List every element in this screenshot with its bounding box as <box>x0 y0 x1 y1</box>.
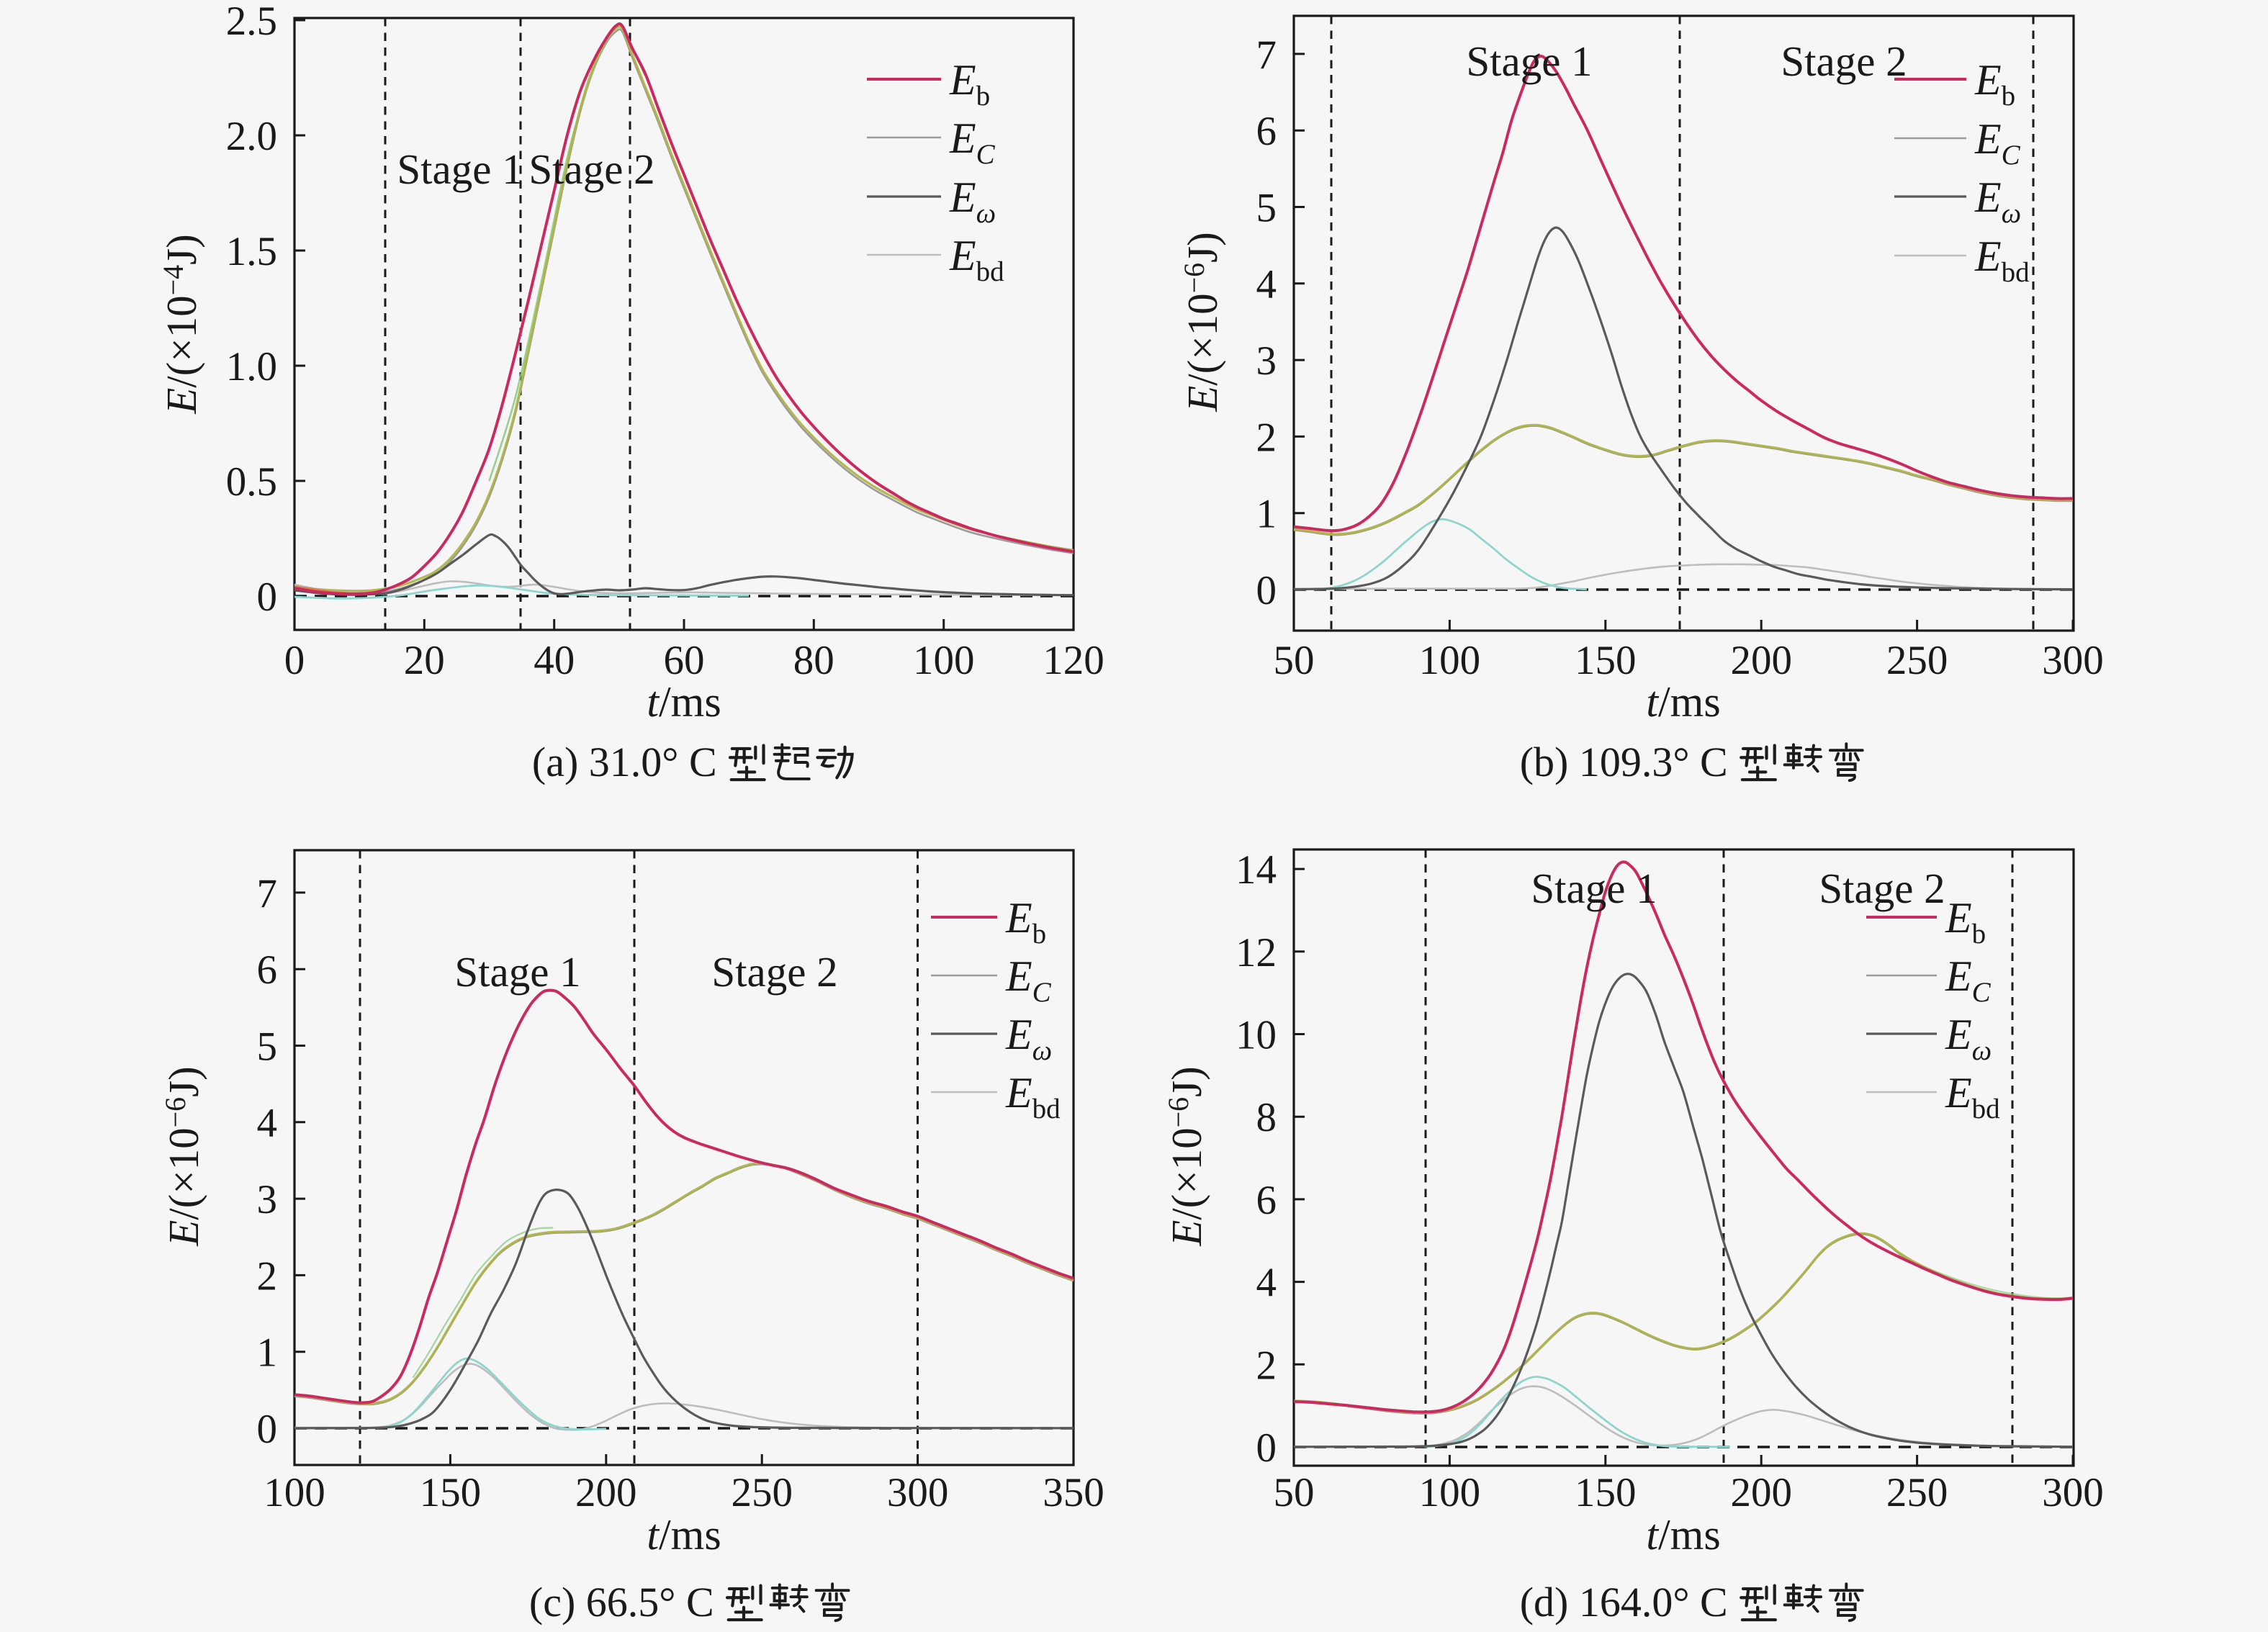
svg-text:250: 250 <box>731 1470 793 1515</box>
svg-text:50: 50 <box>1274 1470 1315 1515</box>
svg-text:5: 5 <box>257 1024 278 1070</box>
svg-text:100: 100 <box>264 1470 325 1515</box>
svg-text:E/(×10−6J): E/(×10−6J) <box>159 1066 207 1247</box>
svg-text:2: 2 <box>257 1253 278 1299</box>
svg-text:120: 120 <box>1043 638 1104 683</box>
svg-text:6: 6 <box>1256 1178 1277 1223</box>
svg-text:Stage 1: Stage 1 <box>397 145 523 193</box>
svg-text:Stage 1: Stage 1 <box>454 948 580 996</box>
svg-text:Eω: Eω <box>949 173 996 229</box>
svg-text:6: 6 <box>257 947 278 993</box>
svg-text:(c) 66.5° C: (c) 66.5° C <box>529 1579 714 1626</box>
svg-text:200: 200 <box>575 1470 637 1515</box>
svg-text:E/(×10−4J): E/(×10−4J) <box>157 234 205 415</box>
svg-text:2: 2 <box>1256 415 1277 460</box>
svg-text:t/ms: t/ms <box>1646 678 1720 726</box>
svg-text:2.0: 2.0 <box>226 114 277 159</box>
svg-text:1: 1 <box>1256 492 1277 537</box>
svg-text:150: 150 <box>420 1470 482 1515</box>
svg-text:12: 12 <box>1236 930 1277 975</box>
svg-text:E/(×10−6J): E/(×10−6J) <box>1162 1066 1210 1247</box>
svg-text:0: 0 <box>257 1407 278 1452</box>
svg-text:0: 0 <box>284 638 305 683</box>
svg-text:0: 0 <box>257 574 278 620</box>
svg-text:200: 200 <box>1730 1470 1792 1515</box>
svg-text:t/ms: t/ms <box>1646 1511 1720 1559</box>
svg-text:Stage 1: Stage 1 <box>1466 37 1592 85</box>
svg-text:3: 3 <box>1256 338 1277 384</box>
svg-text:t/ms: t/ms <box>647 678 721 726</box>
svg-text:4: 4 <box>257 1101 278 1146</box>
svg-text:14: 14 <box>1236 847 1277 893</box>
svg-text:300: 300 <box>2042 1470 2104 1515</box>
svg-text:1.5: 1.5 <box>226 229 277 274</box>
svg-text:150: 150 <box>1575 638 1637 683</box>
svg-text:80: 80 <box>793 638 834 683</box>
svg-text:(a) 31.0° C: (a) 31.0° C <box>532 739 717 785</box>
svg-text:Stage 1: Stage 1 <box>1531 865 1657 912</box>
svg-text:0.5: 0.5 <box>226 459 277 505</box>
svg-text:2.5: 2.5 <box>226 0 277 44</box>
svg-text:(d) 164.0° C: (d) 164.0° C <box>1520 1579 1728 1626</box>
svg-text:60: 60 <box>664 638 705 683</box>
svg-text:20: 20 <box>404 638 445 683</box>
svg-text:150: 150 <box>1575 1470 1637 1515</box>
svg-text:0: 0 <box>1256 568 1277 613</box>
svg-text:3: 3 <box>257 1177 278 1222</box>
svg-text:E/(×10−6J): E/(×10−6J) <box>1178 232 1226 412</box>
svg-text:300: 300 <box>2042 638 2104 683</box>
svg-text:Stage 2: Stage 2 <box>711 948 837 996</box>
svg-text:100: 100 <box>1419 1470 1481 1515</box>
svg-text:0: 0 <box>1256 1425 1277 1471</box>
svg-text:300: 300 <box>887 1470 949 1515</box>
svg-text:50: 50 <box>1274 638 1315 683</box>
svg-text:100: 100 <box>1419 638 1481 683</box>
svg-text:250: 250 <box>1886 638 1948 683</box>
svg-text:7: 7 <box>257 871 278 916</box>
svg-text:Stage 2: Stage 2 <box>1819 865 1945 912</box>
svg-text:Stage 2: Stage 2 <box>528 145 654 193</box>
svg-text:4: 4 <box>1256 1261 1277 1306</box>
svg-text:8: 8 <box>1256 1095 1277 1140</box>
svg-text:1.0: 1.0 <box>226 344 277 389</box>
svg-text:350: 350 <box>1043 1470 1104 1515</box>
svg-text:4: 4 <box>1256 262 1277 307</box>
svg-text:40: 40 <box>534 638 575 683</box>
svg-text:10: 10 <box>1236 1013 1277 1058</box>
svg-text:6: 6 <box>1256 109 1277 154</box>
svg-text:1: 1 <box>257 1330 278 1376</box>
svg-text:7: 7 <box>1256 32 1277 78</box>
svg-text:2: 2 <box>1256 1343 1277 1388</box>
svg-text:5: 5 <box>1256 186 1277 231</box>
svg-text:250: 250 <box>1886 1470 1948 1515</box>
svg-text:t/ms: t/ms <box>647 1511 721 1559</box>
svg-text:200: 200 <box>1730 638 1792 683</box>
svg-text:100: 100 <box>913 638 975 683</box>
svg-text:(b) 109.3° C: (b) 109.3° C <box>1520 739 1728 785</box>
svg-text:Stage 2: Stage 2 <box>1781 37 1907 85</box>
